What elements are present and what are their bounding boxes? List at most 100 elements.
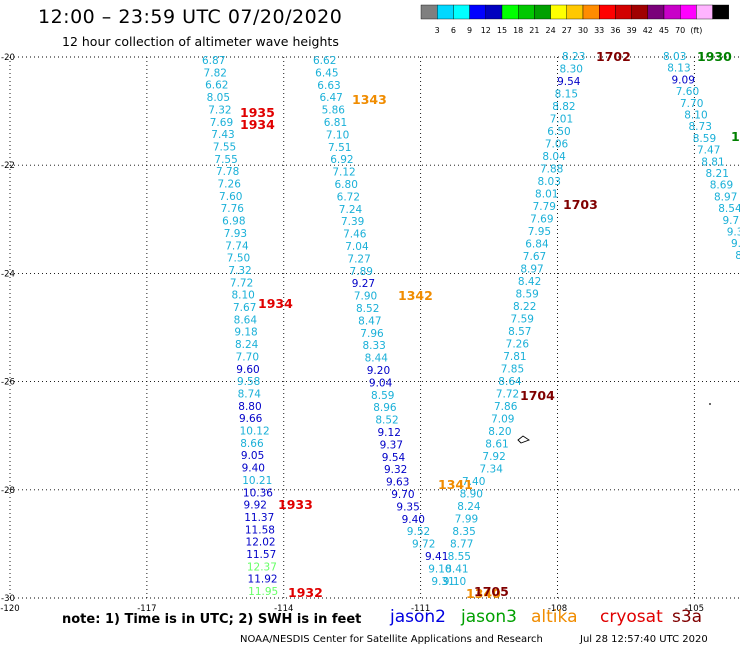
swh-value: 7.78: [216, 166, 239, 178]
swh-value: 6.62: [205, 80, 228, 92]
swh-value: 8.24: [235, 339, 259, 351]
pass-number-label: 1930: [697, 49, 732, 64]
swh-value: 6.98: [222, 216, 245, 228]
swh-value: 9.66: [239, 413, 263, 425]
swh-value: 8.73: [689, 121, 712, 133]
swh-value: 11.37: [244, 512, 274, 524]
y-tick-label: -22: [1, 161, 15, 171]
swh-value: 7.89: [350, 266, 373, 278]
color-scale-label: 3: [435, 26, 440, 35]
swh-value: 8.97: [520, 264, 543, 276]
swh-value: 8.44: [365, 353, 389, 365]
pass-number-label: 1934: [258, 296, 293, 311]
swh-value: 10.12: [240, 426, 270, 438]
y-tick-label: -20: [1, 53, 15, 63]
swh-value: 8.59: [693, 133, 716, 145]
pass-number-label: 1705: [474, 584, 509, 599]
swh-value: 8.24: [457, 501, 481, 513]
swh-value: 7.59: [511, 314, 534, 326]
swh-value: 8.59: [515, 289, 538, 301]
swh-value: 6.62: [313, 55, 336, 67]
x-tick-label: -114: [274, 604, 293, 614]
swh-value: 8.35: [452, 526, 475, 538]
swh-value: 8.55: [448, 551, 471, 563]
swh-value: 8.20: [488, 426, 511, 438]
satellite-legend-item: altika: [531, 607, 578, 627]
swh-value: 7.93: [224, 228, 247, 240]
swh-value: 9.05: [241, 450, 264, 462]
swh-value: 8.03: [538, 176, 561, 188]
swh-value: 9.60: [236, 364, 259, 376]
swh-value: 8.15: [555, 89, 578, 101]
swh-value: 7.40: [462, 476, 485, 488]
swh-value: 9.63: [386, 477, 409, 489]
color-scale-label: (ft): [690, 26, 702, 35]
pass-number-label: 1343: [352, 92, 387, 107]
swh-value: 6.87: [202, 55, 225, 67]
swh-value: 7.09: [491, 414, 514, 426]
swh-value: 8.64: [498, 376, 522, 388]
swh-value: 8.96: [373, 402, 397, 414]
swh-value: 7.79: [533, 201, 556, 213]
swh-value: 6.80: [335, 179, 358, 191]
swh-value: 7.72: [496, 389, 519, 401]
swh-value: 7.92: [482, 451, 505, 463]
swh-value: 6.84: [525, 239, 549, 251]
swh-value: 8.10: [684, 110, 707, 122]
color-scale-label: 70: [675, 26, 685, 35]
swh-value: 7.32: [228, 265, 251, 277]
swh-value: 7.47: [697, 145, 720, 157]
swh-value: 7.85: [501, 364, 524, 376]
y-tick-label: -24: [1, 269, 15, 279]
swh-value: 7.51: [328, 142, 351, 154]
swh-value: 9.72: [412, 539, 435, 551]
page-title: 12:00 – 23:59 UTC 07/20/2020: [38, 6, 343, 28]
wave-height-map: -120 -117 -114 -111 -108 -105 -20 -22 -24 -26 -28 -…: [0, 49, 740, 614]
swh-value: 9.10: [443, 576, 466, 588]
swh-value: 6.72: [337, 191, 360, 203]
swh-value: 6.47: [319, 92, 342, 104]
swh-value: 8.59: [371, 390, 394, 402]
y-tick-label: -30: [1, 594, 15, 604]
color-scale-label: 21: [529, 26, 539, 35]
color-scale-label: 36: [610, 26, 620, 35]
swh-value: 7.74: [225, 240, 249, 252]
swh-value: 8: [735, 250, 740, 262]
swh-value: 8.61: [485, 439, 508, 451]
swh-value: 9.35: [396, 501, 419, 513]
pass-number-label: 1702: [596, 49, 631, 64]
swh-value: 9.10: [428, 563, 451, 575]
swh-value: 8.66: [240, 438, 264, 450]
swh-value: 7.26: [506, 339, 530, 351]
swh-value: 9.41: [425, 551, 448, 563]
swh-value: 8.90: [460, 489, 483, 501]
swh-value: 8.52: [375, 415, 398, 427]
color-scale-label: 42: [643, 26, 653, 35]
footer-note: note: 1) Time is in UTC; 2) SWH is in fe…: [62, 612, 362, 627]
pass-number-label: 1340: [466, 586, 501, 601]
x-tick-label: -117: [137, 604, 156, 614]
swh-value: 8.23: [562, 51, 585, 63]
island-dot: [709, 403, 711, 405]
swh-value: 8.10: [231, 290, 254, 302]
swh-value: 8.30: [560, 64, 583, 76]
swh-value: 7.82: [204, 67, 227, 79]
pass-number-label: 1: [731, 129, 740, 144]
swh-value: 8.05: [207, 92, 230, 104]
pass-number-label: 1341: [438, 477, 473, 492]
swh-value: 7.55: [213, 141, 236, 153]
satellite-legend-item: cryosat: [600, 607, 663, 627]
swh-value: 7.39: [341, 216, 364, 228]
swh-value: 9.04: [369, 377, 393, 389]
color-scale-label: 30: [578, 26, 588, 35]
swh-value: 9.54: [557, 76, 581, 88]
swh-value: 7.69: [210, 117, 233, 129]
swh-value: 8.80: [238, 401, 261, 413]
color-scale-label: 12: [481, 26, 491, 35]
swh-value: 7.70: [236, 351, 259, 363]
y-tick-label: -28: [1, 486, 15, 496]
swh-value: 7.10: [326, 129, 349, 141]
pass-number-label: 1933: [278, 497, 313, 512]
y-tick-label: -26: [1, 378, 15, 388]
